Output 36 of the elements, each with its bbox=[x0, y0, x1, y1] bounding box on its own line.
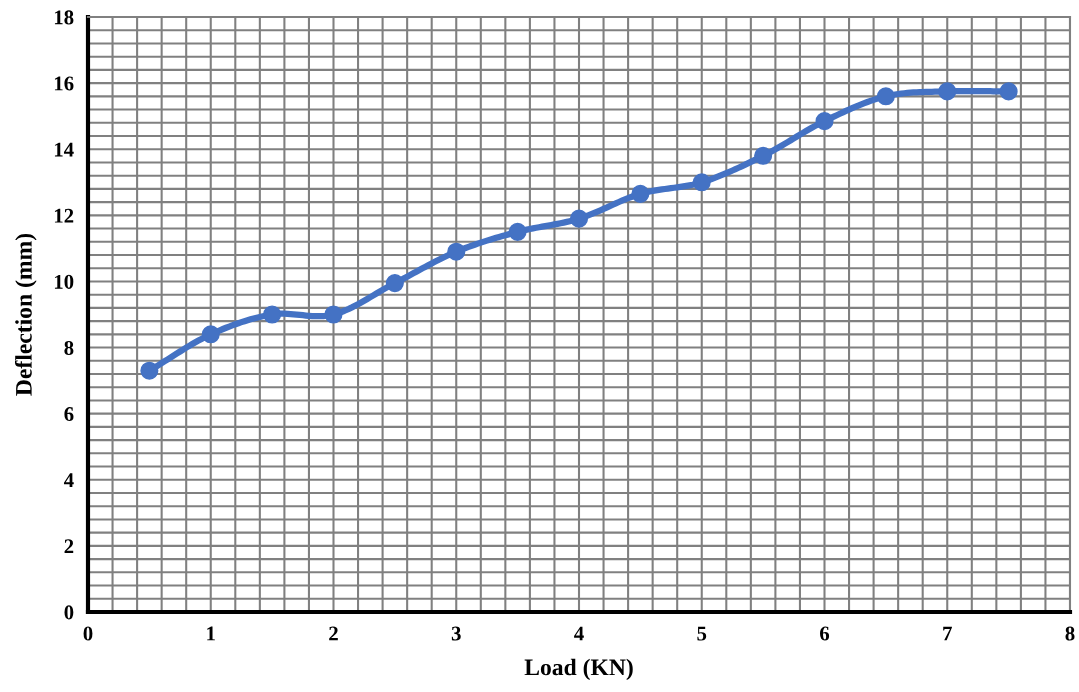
point bbox=[263, 305, 282, 324]
point bbox=[385, 274, 404, 293]
point bbox=[938, 82, 957, 101]
point bbox=[508, 222, 527, 241]
point bbox=[569, 209, 589, 228]
x-axis-title: Load (KN) bbox=[524, 658, 633, 681]
y-tick-label: 2 bbox=[64, 539, 74, 554]
x-tick-label: 1 bbox=[207, 626, 215, 641]
y-tick-label: 10 bbox=[54, 274, 74, 289]
y-tick-label: 12 bbox=[54, 208, 74, 223]
point bbox=[324, 305, 343, 324]
point bbox=[631, 184, 650, 203]
y-tick-label: 14 bbox=[54, 142, 74, 157]
y-tick-label: 8 bbox=[64, 340, 74, 355]
point bbox=[201, 325, 220, 344]
y-tick-label: 18 bbox=[54, 10, 74, 25]
point bbox=[754, 146, 773, 165]
y-tick-label: 6 bbox=[64, 407, 74, 422]
x-tick-label: 0 bbox=[83, 626, 93, 641]
point bbox=[692, 173, 711, 192]
point bbox=[876, 87, 895, 106]
x-tick-label: 5 bbox=[697, 626, 707, 641]
x-tick-label: 4 bbox=[574, 626, 584, 641]
y-axis-title: Deflection (mm) bbox=[14, 233, 37, 396]
point bbox=[140, 361, 159, 380]
point bbox=[815, 112, 834, 131]
x-tick-label: 8 bbox=[1065, 626, 1075, 641]
y-tick-label: 0 bbox=[64, 605, 74, 620]
x-tick-label: 3 bbox=[451, 626, 461, 641]
x-tick-label: 6 bbox=[820, 626, 830, 641]
y-tick-label: 4 bbox=[63, 473, 74, 488]
x-tick-label: 2 bbox=[329, 626, 338, 641]
point bbox=[999, 82, 1018, 101]
x-tick-label: 7 bbox=[943, 626, 952, 641]
point bbox=[447, 242, 466, 261]
y-tick-label: 16 bbox=[54, 76, 74, 91]
